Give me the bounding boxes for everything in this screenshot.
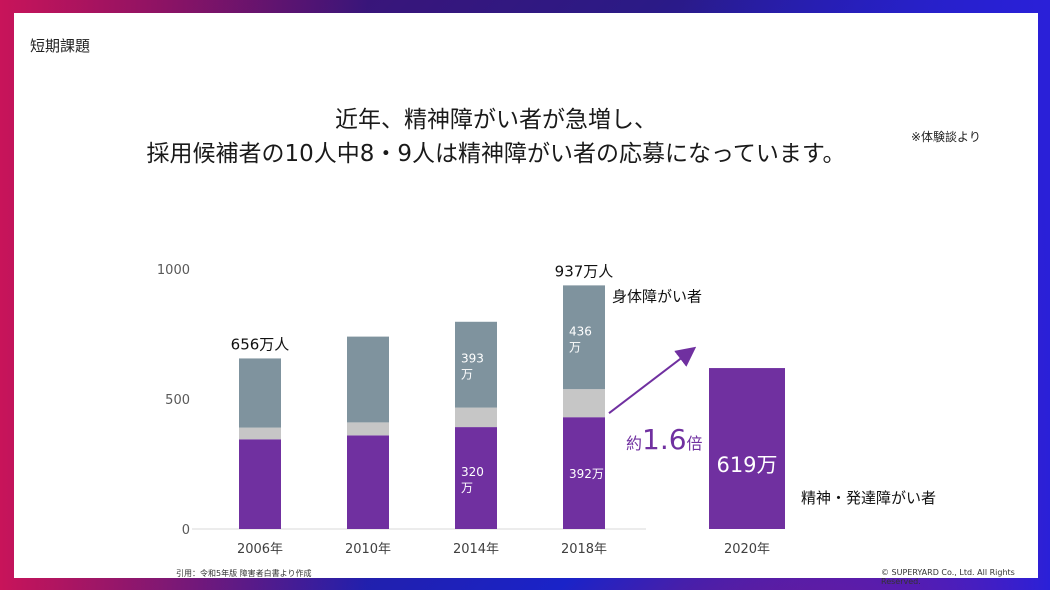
total-label: 656万人 — [231, 335, 290, 353]
growth-arrow — [608, 346, 697, 414]
y-tick-label: 500 — [165, 393, 190, 408]
bar-segment — [239, 358, 281, 428]
copyright-notice: © SUPERYARD Co., Ltd. All Rights Reserve… — [881, 568, 1015, 586]
bar-chart: 0 500 1000 2006年 2010年 2014年 2018年 656万人 937万人 39… — [157, 262, 936, 557]
bar-segment — [563, 285, 605, 390]
bar-segment — [455, 407, 497, 428]
segment-label: 万 — [461, 481, 473, 495]
x-tick-label: 2006年 — [237, 542, 283, 557]
y-tick-label: 1000 — [157, 263, 190, 278]
projection-x-tick-label: 2020年 — [724, 542, 770, 557]
bar-segment — [563, 417, 605, 529]
segment-label: 392万 — [569, 467, 604, 481]
bar-segment — [347, 435, 389, 529]
experience-note: ※体験談より — [911, 130, 981, 144]
x-tick-label: 2010年 — [345, 542, 391, 557]
bar-segment — [239, 427, 281, 440]
segment-label: 320 — [461, 465, 484, 479]
segment-label: 436 — [569, 324, 592, 338]
projection-value-label: 619万 — [716, 453, 777, 477]
y-tick-label: 0 — [182, 523, 190, 538]
bar-segment — [347, 336, 389, 423]
segment-label: 万 — [569, 340, 581, 354]
headline-line-2: 採用候補者の10人中8・9人は精神障がい者の応募になっています。 — [146, 141, 846, 167]
growth-ratio-label: 約1.6倍 — [626, 423, 703, 456]
total-label: 937万人 — [555, 262, 614, 280]
source-citation: 引用：令和5年版 障害者白書より作成 — [176, 569, 312, 578]
bar-segment — [347, 422, 389, 436]
segment-label: 393 — [461, 352, 484, 366]
segment-label: 万 — [461, 368, 473, 382]
bar-segment — [455, 321, 497, 408]
headline-line-1: 近年、精神障がい者が急増し、 — [335, 107, 657, 133]
bar-segment — [455, 427, 497, 529]
slide: 短期課題 近年、精神障がい者が急増し、 採用候補者の10人中8・9人は精神障がい… — [14, 13, 1038, 586]
series-label-mental: 精神・発達障がい者 — [801, 489, 936, 507]
x-tick-label: 2014年 — [453, 542, 499, 557]
bar-segment — [563, 389, 605, 418]
series-label-physical: 身体障がい者 — [612, 287, 702, 305]
projection-bar — [709, 368, 785, 529]
bar-segment — [239, 439, 281, 529]
x-tick-label: 2018年 — [561, 542, 607, 557]
section-label: 短期課題 — [30, 37, 91, 55]
